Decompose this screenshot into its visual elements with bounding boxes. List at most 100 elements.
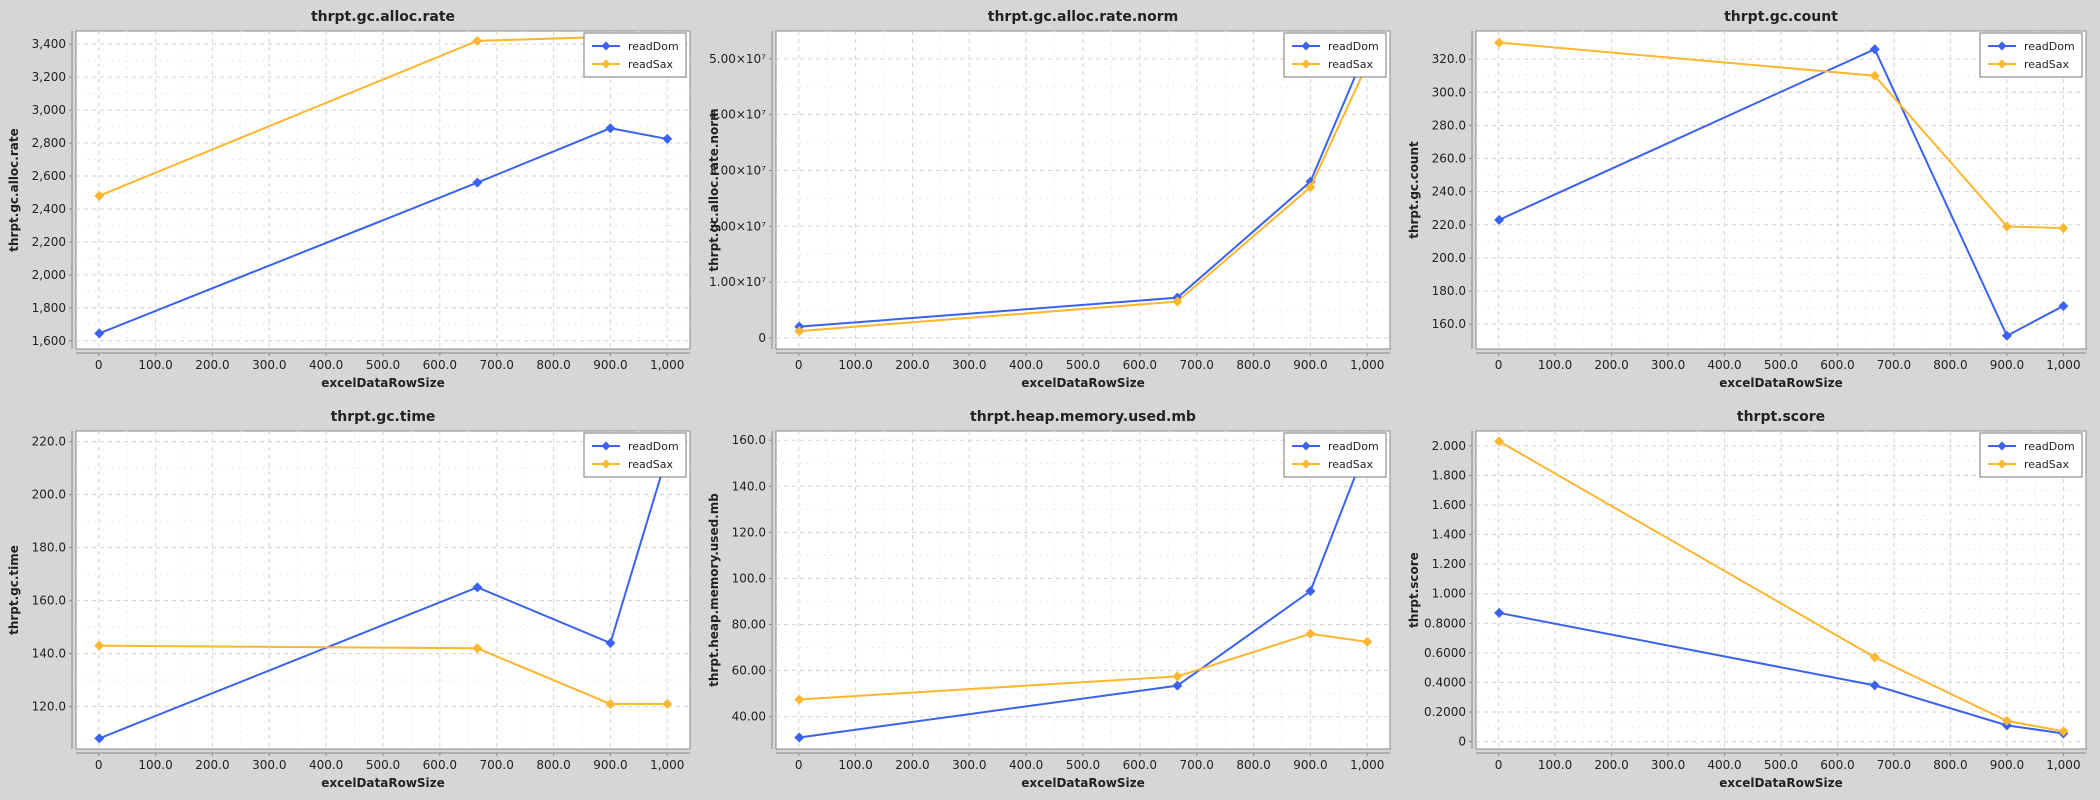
y-tick-label: 0.8000 [1424,616,1466,630]
y-tick-label: 260.0 [1432,152,1466,166]
y-tick-label: 80.00 [732,618,766,632]
x-tick-label: 500.0 [1764,758,1798,772]
legend-swatch-marker [1997,59,2007,69]
x-tick-label: 100.0 [138,758,172,772]
legend: readDom readSax [1979,32,2083,78]
data-point-readDom [662,133,673,144]
legend: readDom readSax [1283,432,1387,478]
legend: readDom readSax [1979,432,2083,478]
y-axis-label: thrpt.gc.count [1407,141,1421,239]
y-tick-label: 3,400 [32,37,66,51]
y-tick-label: 2.000 [1432,439,1466,453]
x-tick-label: 1,000 [2046,758,2080,772]
plot-area [1475,430,2087,750]
series-line-readDom [1498,47,2064,338]
x-tick-label: 600.0 [423,758,457,772]
data-point-readSax [794,694,805,705]
y-tick-label: 60.00 [732,664,766,678]
data-point-readSax [1869,652,1880,663]
y-tick-label: 220.0 [1432,218,1466,232]
data-point-readDom [1869,44,1880,55]
data-point-readSax [1305,628,1316,639]
plot-area [1475,30,2087,350]
chart-panel: 0 100.0 200.0 300.0 400.0 500.0 600.0 700.0 800.… [7,409,691,790]
data-point-readSax [472,643,483,654]
chart-title: thrpt.gc.time [331,409,436,425]
x-axis-label: excelDataRowSize [1021,776,1145,790]
chart-panel: 0 100.0 200.0 300.0 400.0 500.0 600.0 700.0 800.… [1407,409,2087,790]
y-tick-label: 5.00×10⁷ [709,52,766,66]
x-tick-label: 0 [795,358,803,372]
y-tick-label: 3,000 [32,103,66,117]
x-tick-label: 300.0 [252,758,286,772]
series-line-readDom [98,454,669,740]
y-tick-label: 320.0 [1432,52,1466,66]
data-point-readSax [1494,37,1505,48]
x-tick-label: 700.0 [1877,358,1911,372]
y-tick-label: 2,200 [32,235,66,249]
legend-label: readDom [628,440,679,453]
series-line-readSax [1499,41,2064,230]
y-tick-label: 300.0 [1432,85,1466,99]
legend-swatch-marker [1997,41,2007,51]
chart-panel: 0 100.0 200.0 300.0 400.0 500.0 600.0 700.0 800.… [707,409,1391,790]
x-tick-label: 600.0 [1820,758,1854,772]
x-tick-label: 600.0 [1123,358,1157,372]
legend-label: readSax [1328,458,1373,471]
legend: readDom readSax [583,32,687,78]
legend-label: readSax [628,458,673,471]
y-axis-label: thrpt.heap.memory.used.mb [707,493,721,687]
y-axis-label: thrpt.gc.alloc.rate [7,128,21,251]
y-tick-label: 3.00×10⁷ [709,163,766,177]
plot-area [775,30,1391,350]
y-tick-label: 2,800 [32,136,66,150]
series-line-readSax [99,644,668,705]
x-tick-label: 200.0 [195,358,229,372]
y-tick-label: 1.800 [1432,468,1466,482]
legend-label: readDom [2024,40,2075,53]
y-tick-label: 2,600 [32,169,66,183]
legend-swatch-marker [601,41,611,51]
legend-box [1979,32,2083,78]
x-tick-label: 400.0 [1707,358,1741,372]
legend-swatch-marker [1301,59,1311,69]
x-tick-label: 900.0 [593,758,627,772]
x-tick-label: 900.0 [593,358,627,372]
data-point-readDom [794,732,805,743]
y-tick-label: 200.0 [32,488,66,502]
legend-label: readDom [2024,440,2075,453]
series-line-readDom [98,127,668,335]
y-tick-label: 3,200 [32,70,66,84]
data-point-readSax [1305,182,1316,193]
series-readDom [94,449,673,744]
legend-box [583,32,687,78]
x-tick-label: 100.0 [138,358,172,372]
x-tick-label: 500.0 [1764,358,1798,372]
y-tick-label: 0 [1458,735,1466,749]
series-line-readDom [799,444,1369,739]
x-tick-label: 300.0 [1651,358,1685,372]
x-tick-label: 200.0 [895,758,929,772]
chart-title: thrpt.gc.count [1724,9,1838,25]
x-tick-label: 800.0 [1236,758,1270,772]
legend-swatch-marker [1997,441,2007,451]
data-point-readDom [472,582,483,593]
x-tick-label: 200.0 [895,358,929,372]
x-tick-label: 800.0 [536,358,570,372]
plot-area [775,430,1391,750]
x-tick-label: 500.0 [366,358,400,372]
data-point-readDom [472,177,483,188]
y-tick-label: 160.0 [1432,317,1466,331]
y-tick-label: 0.4000 [1424,675,1466,689]
legend-label: readDom [1328,40,1379,53]
data-point-readSax [2001,715,2012,726]
y-tick-label: 2,400 [32,202,66,216]
y-tick-label: 180.0 [32,541,66,555]
legend-swatch-marker [601,59,611,69]
y-tick-label: 40.00 [732,710,766,724]
y-tick-label: 2,000 [32,268,66,282]
legend-swatch-marker [1997,459,2007,469]
x-tick-label: 700.0 [1180,758,1214,772]
y-tick-label: 100.0 [732,571,766,585]
data-point-readSax [94,640,105,651]
